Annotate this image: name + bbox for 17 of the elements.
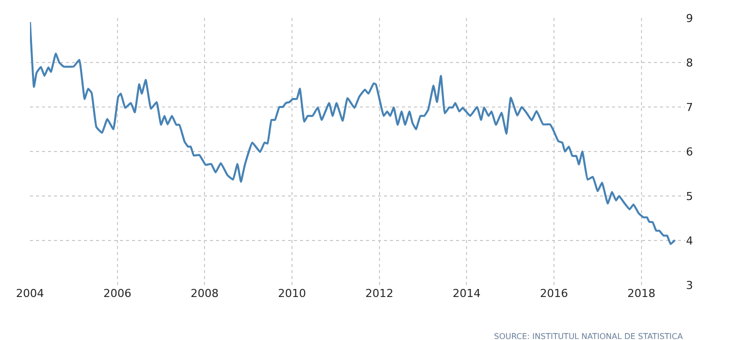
x-tick-label: 2008	[190, 287, 219, 300]
y-tick-label: 8	[686, 56, 693, 70]
source-note: SOURCE: INSTITUTUL NATIONAL DE STATISTICA	[494, 332, 684, 340]
x-tick-label: 2016	[540, 287, 568, 300]
x-tick-label: 2004	[16, 287, 44, 300]
y-tick-label: 4	[686, 234, 693, 248]
x-tick-label: 2018	[627, 287, 656, 300]
x-tick-label: 2014	[452, 287, 481, 300]
line-series	[30, 21, 676, 246]
x-tick-label: 2012	[365, 287, 394, 300]
x-tick-label: 2006	[103, 287, 132, 300]
y-tick-label: 5	[686, 190, 693, 203]
y-tick-label: 6	[686, 145, 693, 158]
y-tick-label: 3	[686, 278, 693, 292]
x-tick-label: 2010	[278, 287, 306, 300]
y-tick-label: 9	[686, 12, 693, 25]
y-tick-label: 7	[686, 100, 693, 114]
